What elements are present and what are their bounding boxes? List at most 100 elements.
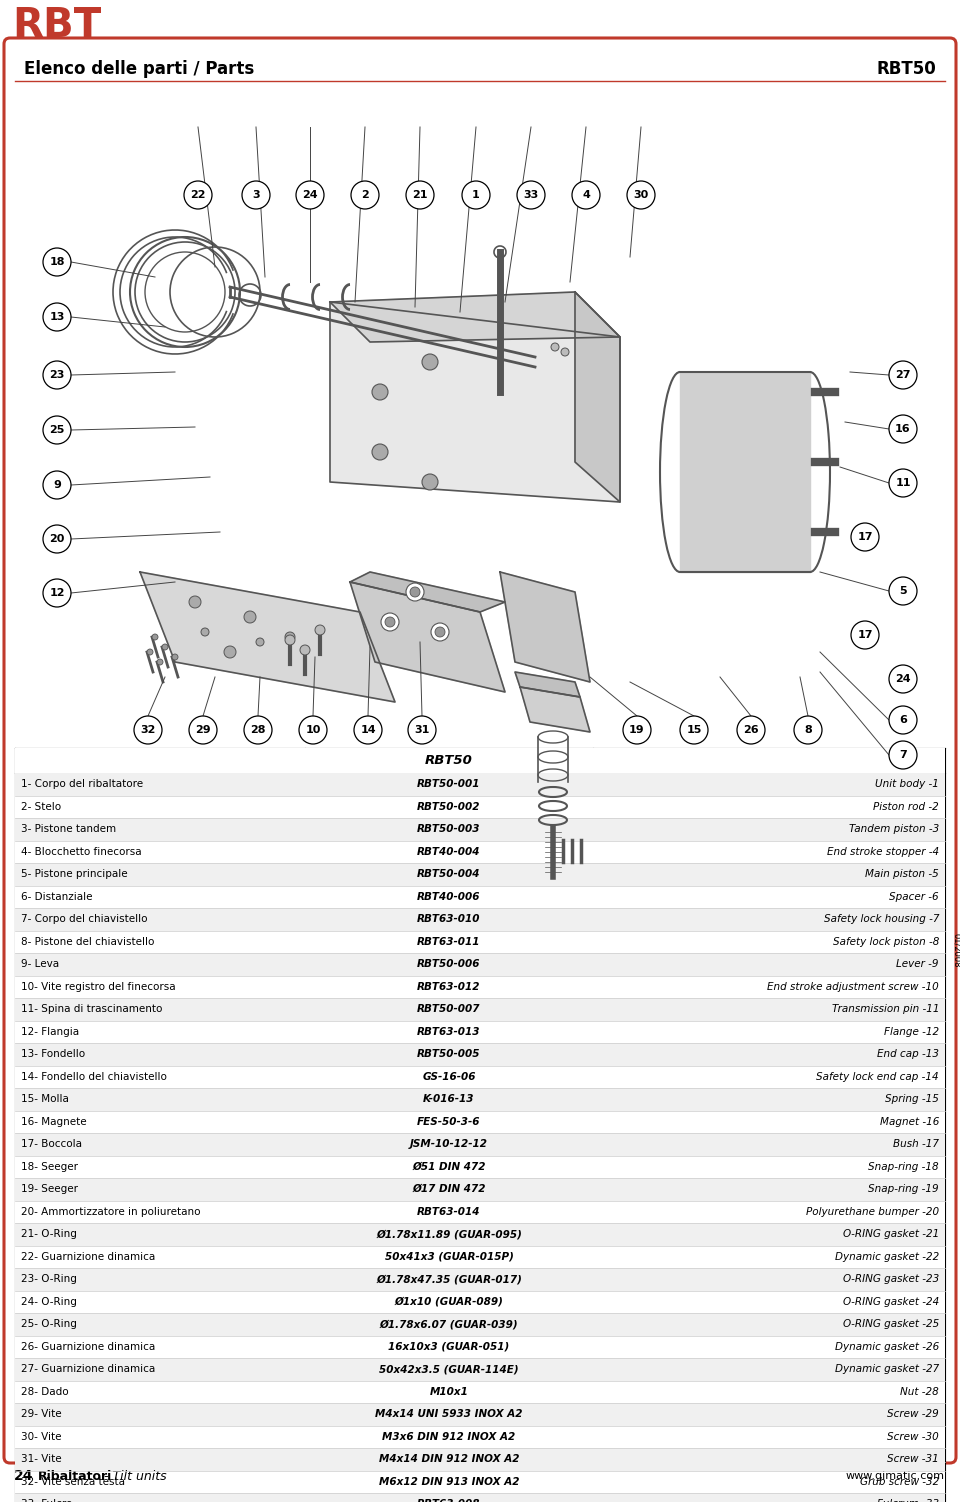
Text: Screw -31: Screw -31 [887, 1454, 939, 1464]
Bar [15, 819, 945, 841]
Circle shape [285, 632, 295, 641]
Text: 22: 22 [190, 189, 205, 200]
Text: 9- Leva: 9- Leva [21, 960, 60, 969]
Circle shape [794, 716, 822, 743]
Circle shape [889, 577, 917, 605]
Text: Piston rod -2: Piston rod -2 [874, 802, 939, 811]
Text: 19- Seeger: 19- Seeger [21, 1184, 78, 1194]
Polygon shape [350, 572, 505, 611]
Text: 1: 1 [472, 189, 480, 200]
Bar [15, 1020, 945, 1042]
Text: Ø1.78x47.35 (GUAR-017): Ø1.78x47.35 (GUAR-017) [376, 1274, 522, 1284]
Text: Dynamic gasket -26: Dynamic gasket -26 [835, 1341, 939, 1352]
Circle shape [889, 706, 917, 734]
Text: RBT63-012: RBT63-012 [418, 982, 481, 991]
Text: M3x6 DIN 912 INOX A2: M3x6 DIN 912 INOX A2 [382, 1431, 516, 1442]
Text: 17: 17 [857, 532, 873, 542]
Text: 5- Pistone principale: 5- Pistone principale [21, 870, 128, 879]
Circle shape [354, 716, 382, 743]
Circle shape [889, 740, 917, 769]
Text: 31: 31 [415, 725, 430, 734]
Text: 6: 6 [900, 715, 907, 725]
Circle shape [561, 348, 569, 356]
Text: 7: 7 [900, 749, 907, 760]
Circle shape [385, 617, 395, 626]
Text: 24: 24 [14, 1469, 34, 1482]
Bar [15, 1245, 945, 1268]
Text: 3- Pistone tandem: 3- Pistone tandem [21, 825, 116, 834]
Text: 24: 24 [895, 674, 911, 683]
Circle shape [889, 415, 917, 443]
Circle shape [851, 620, 879, 649]
Bar [15, 1425, 945, 1448]
Text: 31- Vite: 31- Vite [21, 1454, 61, 1464]
Text: 1- Corpo del ribaltatore: 1- Corpo del ribaltatore [21, 780, 143, 789]
Circle shape [157, 659, 163, 665]
Bar [15, 774, 945, 796]
Circle shape [134, 716, 162, 743]
Text: RBT50: RBT50 [876, 60, 936, 78]
Polygon shape [330, 302, 620, 502]
Bar [15, 1155, 945, 1178]
Bar [15, 997, 945, 1020]
Circle shape [299, 716, 327, 743]
Text: O-RING gasket -23: O-RING gasket -23 [843, 1274, 939, 1284]
Bar [15, 1448, 945, 1470]
Text: 16x10x3 (GUAR-051): 16x10x3 (GUAR-051) [389, 1341, 510, 1352]
Circle shape [406, 182, 434, 209]
Text: Magnet -16: Magnet -16 [879, 1117, 939, 1126]
Text: M6x12 DIN 913 INOX A2: M6x12 DIN 913 INOX A2 [379, 1476, 519, 1487]
Text: RBT50-003: RBT50-003 [418, 825, 481, 834]
Text: M10x1: M10x1 [429, 1386, 468, 1397]
Circle shape [517, 182, 545, 209]
Circle shape [889, 360, 917, 389]
Text: RBT50-002: RBT50-002 [418, 802, 481, 811]
Bar [15, 952, 945, 975]
Bar [15, 975, 945, 997]
Text: RBT50: RBT50 [425, 754, 473, 768]
Text: 10- Vite registro del finecorsa: 10- Vite registro del finecorsa [21, 982, 176, 991]
Text: 16: 16 [895, 424, 911, 434]
Text: Elenco delle parti / Parts: Elenco delle parti / Parts [24, 60, 254, 78]
Polygon shape [575, 291, 620, 502]
Circle shape [381, 613, 399, 631]
Text: 2- Stelo: 2- Stelo [21, 802, 61, 811]
Text: 23- O-Ring: 23- O-Ring [21, 1274, 77, 1284]
Circle shape [43, 360, 71, 389]
Circle shape [351, 182, 379, 209]
Text: RBT50-005: RBT50-005 [418, 1050, 481, 1059]
Bar [15, 1380, 945, 1403]
Text: RBT63-013: RBT63-013 [418, 1027, 481, 1036]
Circle shape [422, 354, 438, 369]
Text: Flange -12: Flange -12 [884, 1027, 939, 1036]
Text: 18- Seeger: 18- Seeger [21, 1161, 78, 1172]
Circle shape [242, 182, 270, 209]
Text: O-RING gasket -21: O-RING gasket -21 [843, 1229, 939, 1239]
Text: 10: 10 [305, 725, 321, 734]
Bar [15, 796, 945, 819]
Circle shape [244, 611, 256, 623]
Text: End stroke adjustment screw -10: End stroke adjustment screw -10 [767, 982, 939, 991]
Circle shape [43, 578, 71, 607]
Text: 22- Guarnizione dinamica: 22- Guarnizione dinamica [21, 1251, 156, 1262]
Circle shape [43, 248, 71, 276]
Text: Snap-ring -19: Snap-ring -19 [869, 1184, 939, 1194]
Bar [15, 1133, 945, 1155]
Bar [15, 1223, 945, 1245]
Text: Nut -28: Nut -28 [900, 1386, 939, 1397]
Text: Grub screw -32: Grub screw -32 [860, 1476, 939, 1487]
Circle shape [43, 303, 71, 330]
Bar [15, 1290, 945, 1313]
Text: 21: 21 [412, 189, 428, 200]
Text: 32- Vite senza testa: 32- Vite senza testa [21, 1476, 125, 1487]
Circle shape [147, 649, 153, 655]
Circle shape [189, 596, 201, 608]
Text: GS-16-06: GS-16-06 [422, 1072, 476, 1081]
Text: 15: 15 [686, 725, 702, 734]
Text: 12: 12 [49, 587, 64, 598]
Circle shape [43, 526, 71, 553]
Bar [15, 1042, 945, 1065]
Text: RBT40-004: RBT40-004 [418, 847, 481, 856]
Text: M4x14 DIN 912 INOX A2: M4x14 DIN 912 INOX A2 [379, 1454, 519, 1464]
Text: 17: 17 [857, 629, 873, 640]
